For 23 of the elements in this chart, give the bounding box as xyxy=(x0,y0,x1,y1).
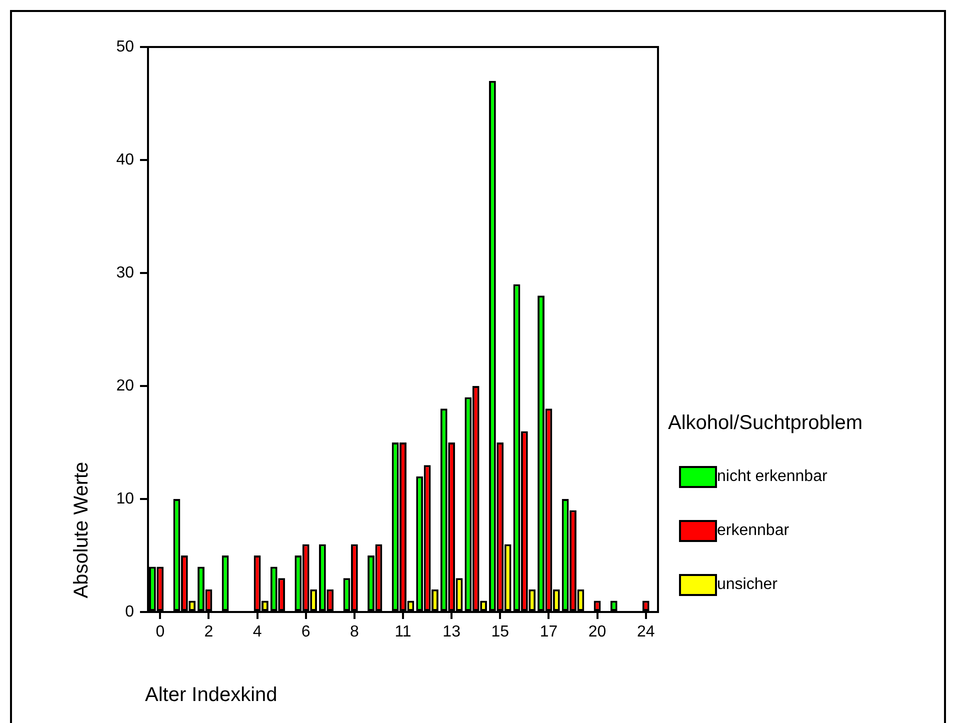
x-tick-label: 8 xyxy=(350,623,359,640)
x-tick-label: 6 xyxy=(301,623,310,640)
y-tick-label: 10 xyxy=(116,490,134,508)
y-tick-label: 0 xyxy=(125,603,134,620)
x-tick-label: 13 xyxy=(442,623,461,640)
y-axis-title: Absolute Werte xyxy=(70,462,94,598)
x-axis-title: Alter Indexkind xyxy=(145,684,278,707)
y-tick-label: 40 xyxy=(116,151,134,168)
x-tick-label: 17 xyxy=(540,623,558,640)
legend-label: erkennbar xyxy=(717,522,790,540)
x-tick-label: 4 xyxy=(252,623,262,640)
y-tick-label: 20 xyxy=(116,377,134,394)
x-tick-label: 0 xyxy=(156,623,165,640)
legend-title: Alkohol/Suchtproblem xyxy=(668,412,863,435)
x-tick-label: 15 xyxy=(491,623,510,640)
y-tick-label: 30 xyxy=(116,264,134,282)
x-tick-label: 11 xyxy=(394,623,412,640)
x-tick-label: 2 xyxy=(204,623,214,640)
legend-label: unsicher xyxy=(717,576,778,594)
legend-label: nicht erkennbar xyxy=(717,468,828,486)
y-tick-label: 50 xyxy=(116,38,134,56)
x-tick-label: 20 xyxy=(588,623,606,640)
x-tick-label: 24 xyxy=(636,623,655,640)
